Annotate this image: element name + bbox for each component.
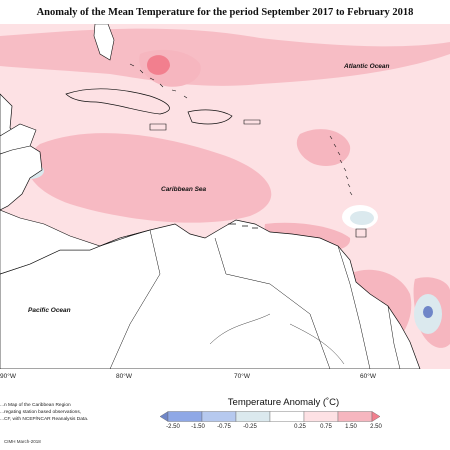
footer-line-3: ...CF, with NCEP/NCAR Reanalysis Data. bbox=[0, 417, 89, 422]
islands-abc bbox=[228, 223, 258, 229]
rivers bbox=[209, 313, 345, 365]
land-yucatan bbox=[0, 123, 37, 155]
legend-arrow-high bbox=[371, 411, 380, 422]
legend-swatch bbox=[269, 411, 305, 422]
footer-line-2: ...regating station based observations, bbox=[0, 410, 82, 415]
borders-south-america bbox=[109, 229, 401, 369]
legend-label: -0.75 bbox=[217, 424, 231, 430]
cool-patch-trinidad-core bbox=[350, 211, 374, 225]
legend-label: -0.25 bbox=[243, 424, 257, 430]
legend-label: 2.50 bbox=[370, 424, 382, 430]
warm-patch-lesser-antilles bbox=[296, 129, 351, 166]
legend-colorbar bbox=[160, 411, 380, 422]
lon-tick-70w: 70°W bbox=[234, 373, 250, 380]
legend-swatch bbox=[201, 411, 237, 422]
legend-label: -1.50 bbox=[191, 424, 205, 430]
caribbean-sea-label: Caribbean Sea bbox=[161, 186, 207, 193]
island-puerto-rico bbox=[243, 119, 261, 125]
warm-patch-caribbean bbox=[27, 133, 272, 223]
legend-arrow-low bbox=[160, 411, 169, 422]
legend-label: -2.50 bbox=[166, 424, 180, 430]
legend-label: 0.75 bbox=[320, 424, 332, 430]
legend-swatch bbox=[235, 411, 271, 422]
land-central-america bbox=[0, 93, 43, 211]
footer-line-1: ...n Map of the Caribbean Region bbox=[0, 403, 71, 408]
legend-label: 0.25 bbox=[294, 424, 306, 430]
legend-swatch bbox=[337, 411, 373, 422]
lon-tick-90w: 90°W bbox=[0, 373, 16, 380]
hot-patch-bahamas bbox=[147, 55, 170, 75]
credit-text: CIMH March-2018 bbox=[4, 439, 41, 444]
legend-labels: -2.50 -1.50 -0.75 -0.25 0.25 0.75 1.50 2… bbox=[160, 424, 390, 433]
atlantic-ocean-label: Atlantic Ocean bbox=[344, 63, 390, 70]
legend-swatch bbox=[303, 411, 339, 422]
islands-lesser-antilles bbox=[329, 135, 353, 196]
pacific-ocean-label: Pacific Ocean bbox=[28, 307, 71, 314]
island-hispaniola bbox=[187, 109, 233, 125]
legend-title: Temperature Anomaly (˚C) bbox=[227, 397, 340, 408]
island-cuba bbox=[65, 88, 170, 115]
islands-bahamas bbox=[129, 63, 188, 99]
anomaly-map bbox=[0, 24, 450, 369]
legend-swatch bbox=[167, 411, 203, 422]
land-florida bbox=[93, 24, 115, 61]
lon-tick-60w: 60°W bbox=[360, 373, 376, 380]
lon-tick-80w: 80°W bbox=[116, 373, 132, 380]
map-title: Anomaly of the Mean Temperature for the … bbox=[36, 7, 414, 18]
legend-label: 1.50 bbox=[345, 424, 357, 430]
island-trinidad bbox=[355, 228, 367, 238]
cold-patch-suriname-core bbox=[423, 306, 433, 318]
island-jamaica bbox=[149, 123, 167, 131]
